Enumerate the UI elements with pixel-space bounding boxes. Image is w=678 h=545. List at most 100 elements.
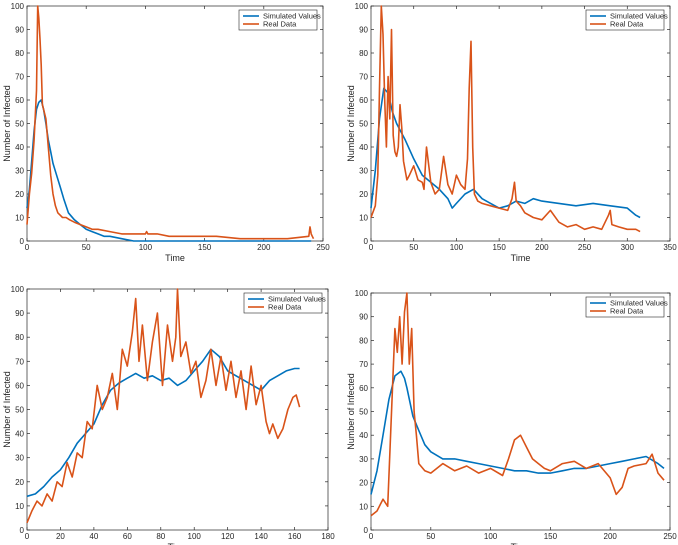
y-tick-label: 70 <box>15 73 24 82</box>
x-tick-label: 0 <box>369 532 374 541</box>
y-tick-label: 80 <box>359 336 368 345</box>
x-tick-label: 150 <box>492 243 506 252</box>
legend-box <box>585 9 665 31</box>
y-tick-label: 10 <box>359 502 368 511</box>
x-tick-label: 140 <box>254 532 268 541</box>
y-tick-label: 40 <box>15 430 24 439</box>
y-tick-label: 90 <box>15 309 24 318</box>
chart-panel-3: 0 20 40 60 80 100 120 140 160 180 0 10 20 30 40 50 60 70 8… <box>2 285 335 545</box>
y-tick-label: 10 <box>15 502 24 511</box>
x-tick-label: 50 <box>426 532 435 541</box>
legend-box <box>243 292 323 314</box>
y-tick-label: 100 <box>11 285 25 294</box>
legend-label: Simulated Values <box>610 12 668 21</box>
y-tick-label: 90 <box>359 26 368 35</box>
y-tick-label: 10 <box>15 214 24 223</box>
y-axis-label: Number of Infected <box>2 371 12 448</box>
x-axis-label: Time <box>168 542 188 545</box>
x-tick-label: 100 <box>450 243 464 252</box>
series-line-real <box>26 288 301 524</box>
y-tick-label: 30 <box>359 167 368 176</box>
y-axis-label: Number of Infected <box>2 85 12 162</box>
y-tick-label: 80 <box>359 49 368 58</box>
series-line-simulated <box>26 348 300 498</box>
x-axis-label: Time <box>511 253 531 263</box>
x-tick-label: 250 <box>578 243 592 252</box>
x-axis-label: Time <box>511 542 531 545</box>
y-tick-label: 60 <box>15 381 24 390</box>
y-tick-label: 50 <box>15 406 24 415</box>
plot-area <box>370 292 671 531</box>
legend-box <box>238 9 318 31</box>
y-tick-label: 60 <box>15 96 24 105</box>
y-tick-label: 30 <box>15 167 24 176</box>
x-tick-label: 50 <box>82 243 91 252</box>
y-tick-label: 20 <box>15 478 24 487</box>
x-tick-label: 150 <box>198 243 212 252</box>
series-line-real <box>370 292 665 517</box>
x-tick-label: 0 <box>25 243 30 252</box>
y-tick-label: 10 <box>359 214 368 223</box>
legend-label: Simulated Values <box>268 295 326 304</box>
y-tick-label: 70 <box>359 360 368 369</box>
y-tick-label: 0 <box>364 526 369 535</box>
y-tick-label: 70 <box>15 357 24 366</box>
x-tick-label: 80 <box>156 532 165 541</box>
x-tick-label: 20 <box>56 532 65 541</box>
x-tick-label: 0 <box>369 243 374 252</box>
y-tick-label: 20 <box>359 479 368 488</box>
x-tick-label: 100 <box>484 532 498 541</box>
x-axis-label: Time <box>165 253 185 263</box>
y-tick-label: 40 <box>359 431 368 440</box>
plot-area <box>26 5 324 242</box>
y-tick-label: 60 <box>359 96 368 105</box>
y-tick-label: 100 <box>355 2 369 11</box>
x-tick-label: 100 <box>139 243 153 252</box>
y-tick-label: 60 <box>359 384 368 393</box>
chart-panel-1: 0 50 100 150 200 250 0 10 20 30 40 50 60 70 80 90 100 Tim… <box>2 2 330 263</box>
y-axis-label: Number of Infected <box>346 373 356 450</box>
y-tick-label: 30 <box>359 455 368 464</box>
y-tick-label: 40 <box>15 143 24 152</box>
series-line-simulated <box>26 99 312 242</box>
y-tick-label: 50 <box>359 408 368 417</box>
x-tick-label: 150 <box>544 532 558 541</box>
y-axis-label: Number of Infected <box>346 85 356 162</box>
y-tick-label: 80 <box>15 333 24 342</box>
legend-label: Real Data <box>610 20 644 29</box>
x-tick-label: 200 <box>535 243 549 252</box>
legend-label: Real Data <box>268 303 302 312</box>
plot-area <box>26 288 329 531</box>
y-tick-label: 0 <box>20 526 25 535</box>
x-tick-label: 200 <box>604 532 618 541</box>
y-tick-label: 20 <box>15 190 24 199</box>
legend-label: Simulated Values <box>610 299 668 308</box>
y-tick-label: 50 <box>15 120 24 129</box>
y-tick-label: 90 <box>359 313 368 322</box>
y-tick-label: 90 <box>15 26 24 35</box>
x-tick-label: 60 <box>123 532 132 541</box>
x-tick-label: 120 <box>221 532 235 541</box>
y-tick-label: 80 <box>15 49 24 58</box>
x-tick-label: 350 <box>663 243 677 252</box>
y-tick-label: 0 <box>364 237 369 246</box>
y-tick-label: 30 <box>15 454 24 463</box>
chart-panel-4: 0 50 100 150 200 250 0 10 20 30 40 50 60 70 80 90 100 Tim… <box>346 289 677 545</box>
legend-label: Real Data <box>263 20 297 29</box>
x-tick-label: 200 <box>257 243 271 252</box>
x-tick-label: 250 <box>316 243 330 252</box>
y-tick-label: 100 <box>11 2 25 11</box>
y-tick-label: 100 <box>355 289 369 298</box>
legend-box <box>585 296 665 318</box>
y-tick-label: 0 <box>20 237 25 246</box>
x-tick-label: 300 <box>621 243 635 252</box>
y-tick-label: 50 <box>359 120 368 129</box>
x-tick-label: 40 <box>89 532 98 541</box>
x-tick-label: 250 <box>663 532 677 541</box>
series-line-real <box>26 5 315 240</box>
series-line-real <box>370 5 641 233</box>
series-line-simulated <box>370 370 665 495</box>
legend-label: Real Data <box>610 307 644 316</box>
x-tick-label: 50 <box>409 243 418 252</box>
